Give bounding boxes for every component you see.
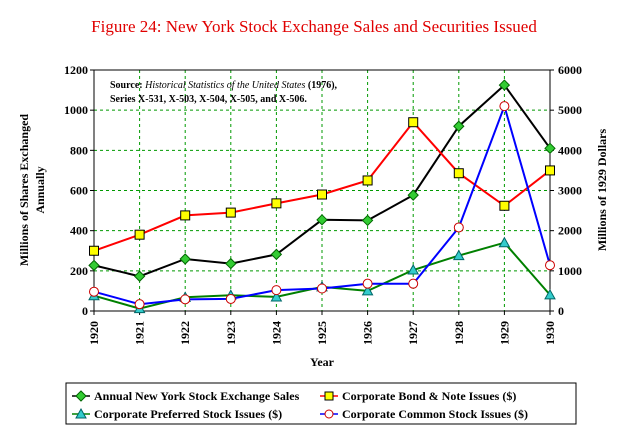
- y-tick-label-right: 4000: [558, 143, 582, 157]
- common-issues-point: [271, 285, 282, 296]
- legend-item-stock-sales: Annual New York Stock Exchange Sales: [72, 389, 300, 403]
- y-tick-label-left: 400: [70, 224, 88, 238]
- x-tick-label: 1926: [361, 321, 375, 345]
- y-tick-label-right: 6000: [558, 63, 582, 77]
- source-note-line1: Source: Historical Statistics of the Uni…: [110, 80, 338, 91]
- legend: Annual New York Stock Exchange Sales Cor…: [65, 382, 577, 425]
- common-issues-point: [545, 260, 555, 271]
- legend-item-common-issues: Corporate Common Stock Issues ($): [320, 407, 528, 421]
- legend-marker-triangle-icon: [75, 407, 87, 419]
- x-tick-label: 1929: [497, 321, 511, 345]
- y-axis-label-left-line2: Annually: [33, 166, 47, 213]
- source-note-line2: Series X-531, X-503, X-504, X-505, and X…: [110, 94, 307, 105]
- bond-issues-point: [545, 165, 555, 176]
- x-tick-label: 1923: [224, 321, 238, 345]
- stock-sales-point: [544, 142, 556, 155]
- common-issues-point: [317, 283, 327, 294]
- bond-issues-point: [408, 117, 419, 128]
- legend-item-bond-issues: Corporate Bond & Note Issues ($): [320, 389, 516, 403]
- y-tick-label-right: 0: [558, 304, 564, 318]
- y-tick-label-left: 1000: [64, 103, 88, 117]
- bond-issues-point: [317, 189, 327, 200]
- x-tick-label: 1925: [315, 321, 329, 345]
- common-issues-point: [225, 293, 236, 304]
- common-issues-point: [408, 278, 419, 289]
- x-tick-label: 1924: [269, 321, 283, 345]
- legend-marker-circle-icon: [324, 409, 334, 419]
- bond-issues-point: [180, 210, 191, 221]
- x-tick-label: 1920: [87, 321, 101, 345]
- y-tick-label-right: 1000: [558, 264, 582, 278]
- stock-sales-point: [316, 214, 328, 226]
- stock-sales-point: [407, 189, 419, 201]
- common-issues-point: [362, 278, 373, 289]
- stock-sales-point: [453, 120, 465, 132]
- bond-issues-point: [499, 200, 510, 211]
- legend-box: [65, 382, 577, 425]
- bond-issues-point: [362, 175, 373, 186]
- y-tick-label-right: 2000: [558, 224, 582, 238]
- legend-label-stock-sales: Annual New York Stock Exchange Sales: [94, 389, 300, 403]
- legend-marker-diamond-icon: [75, 390, 87, 402]
- bond-issues-point: [225, 207, 236, 218]
- legend-label-preferred-issues: Corporate Preferred Stock Issues ($): [94, 407, 282, 421]
- preferred-issues-point: [498, 236, 511, 248]
- y-axis-label-right: Millions of 1929 Dollars: [595, 129, 609, 252]
- preferred-issues-point: [407, 264, 420, 275]
- x-tick-label: 1930: [543, 321, 557, 345]
- legend-label-bond-issues: Corporate Bond & Note Issues ($): [342, 389, 516, 403]
- plot-area: 0 0 200 1000 400 2000 600 3000 800 4000 1000 5000 12…: [64, 63, 582, 345]
- y-tick-label-left: 1200: [64, 63, 88, 77]
- stock-sales-point: [133, 270, 146, 282]
- stock-sales-point: [270, 248, 283, 261]
- stock-sales-point: [361, 214, 374, 227]
- y-tick-label-left: 0: [82, 304, 88, 318]
- legend-item-preferred-issues: Corporate Preferred Stock Issues ($): [72, 407, 282, 421]
- preferred-issues-point: [361, 284, 374, 296]
- x-tick-label: 1927: [406, 321, 420, 345]
- stock-sales-point: [179, 253, 191, 265]
- stock-sales-point: [225, 257, 237, 270]
- y-tick-label-right: 3000: [558, 184, 582, 198]
- y-tick-label-left: 800: [70, 143, 88, 157]
- chart-title: Figure 24: New York Stock Exchange Sales…: [91, 17, 537, 36]
- x-tick-label: 1921: [133, 321, 147, 345]
- common-issues-point: [499, 101, 510, 112]
- common-issues-point: [453, 222, 464, 233]
- x-tick-label: 1928: [452, 321, 466, 345]
- bond-issues-point: [89, 245, 99, 256]
- y-axis-label-left-line1: Millions of Shares Exchanged: [17, 114, 31, 266]
- x-tick-label: 1922: [178, 321, 192, 345]
- preferred-issues-point: [544, 288, 556, 300]
- legend-label-common-issues: Corporate Common Stock Issues ($): [342, 407, 528, 421]
- common-issues-point: [180, 294, 191, 305]
- common-issues-point: [134, 299, 145, 310]
- bond-issues-point: [271, 198, 282, 209]
- bond-issues-point: [134, 229, 145, 240]
- plot-frame: [93, 69, 551, 312]
- y-tick-label-left: 600: [70, 184, 88, 198]
- preferred-issues-point: [270, 290, 283, 302]
- legend-marker-square-icon: [324, 391, 334, 401]
- stock-sales-point: [498, 79, 511, 91]
- y-tick-label-left: 200: [70, 264, 88, 278]
- y-tick-label-right: 5000: [558, 103, 582, 117]
- x-axis-label: Year: [310, 355, 335, 369]
- common-issues-point: [89, 286, 99, 297]
- bond-issues-point: [453, 168, 464, 179]
- preferred-issues-point: [452, 249, 465, 261]
- stock-sales-point: [88, 259, 100, 272]
